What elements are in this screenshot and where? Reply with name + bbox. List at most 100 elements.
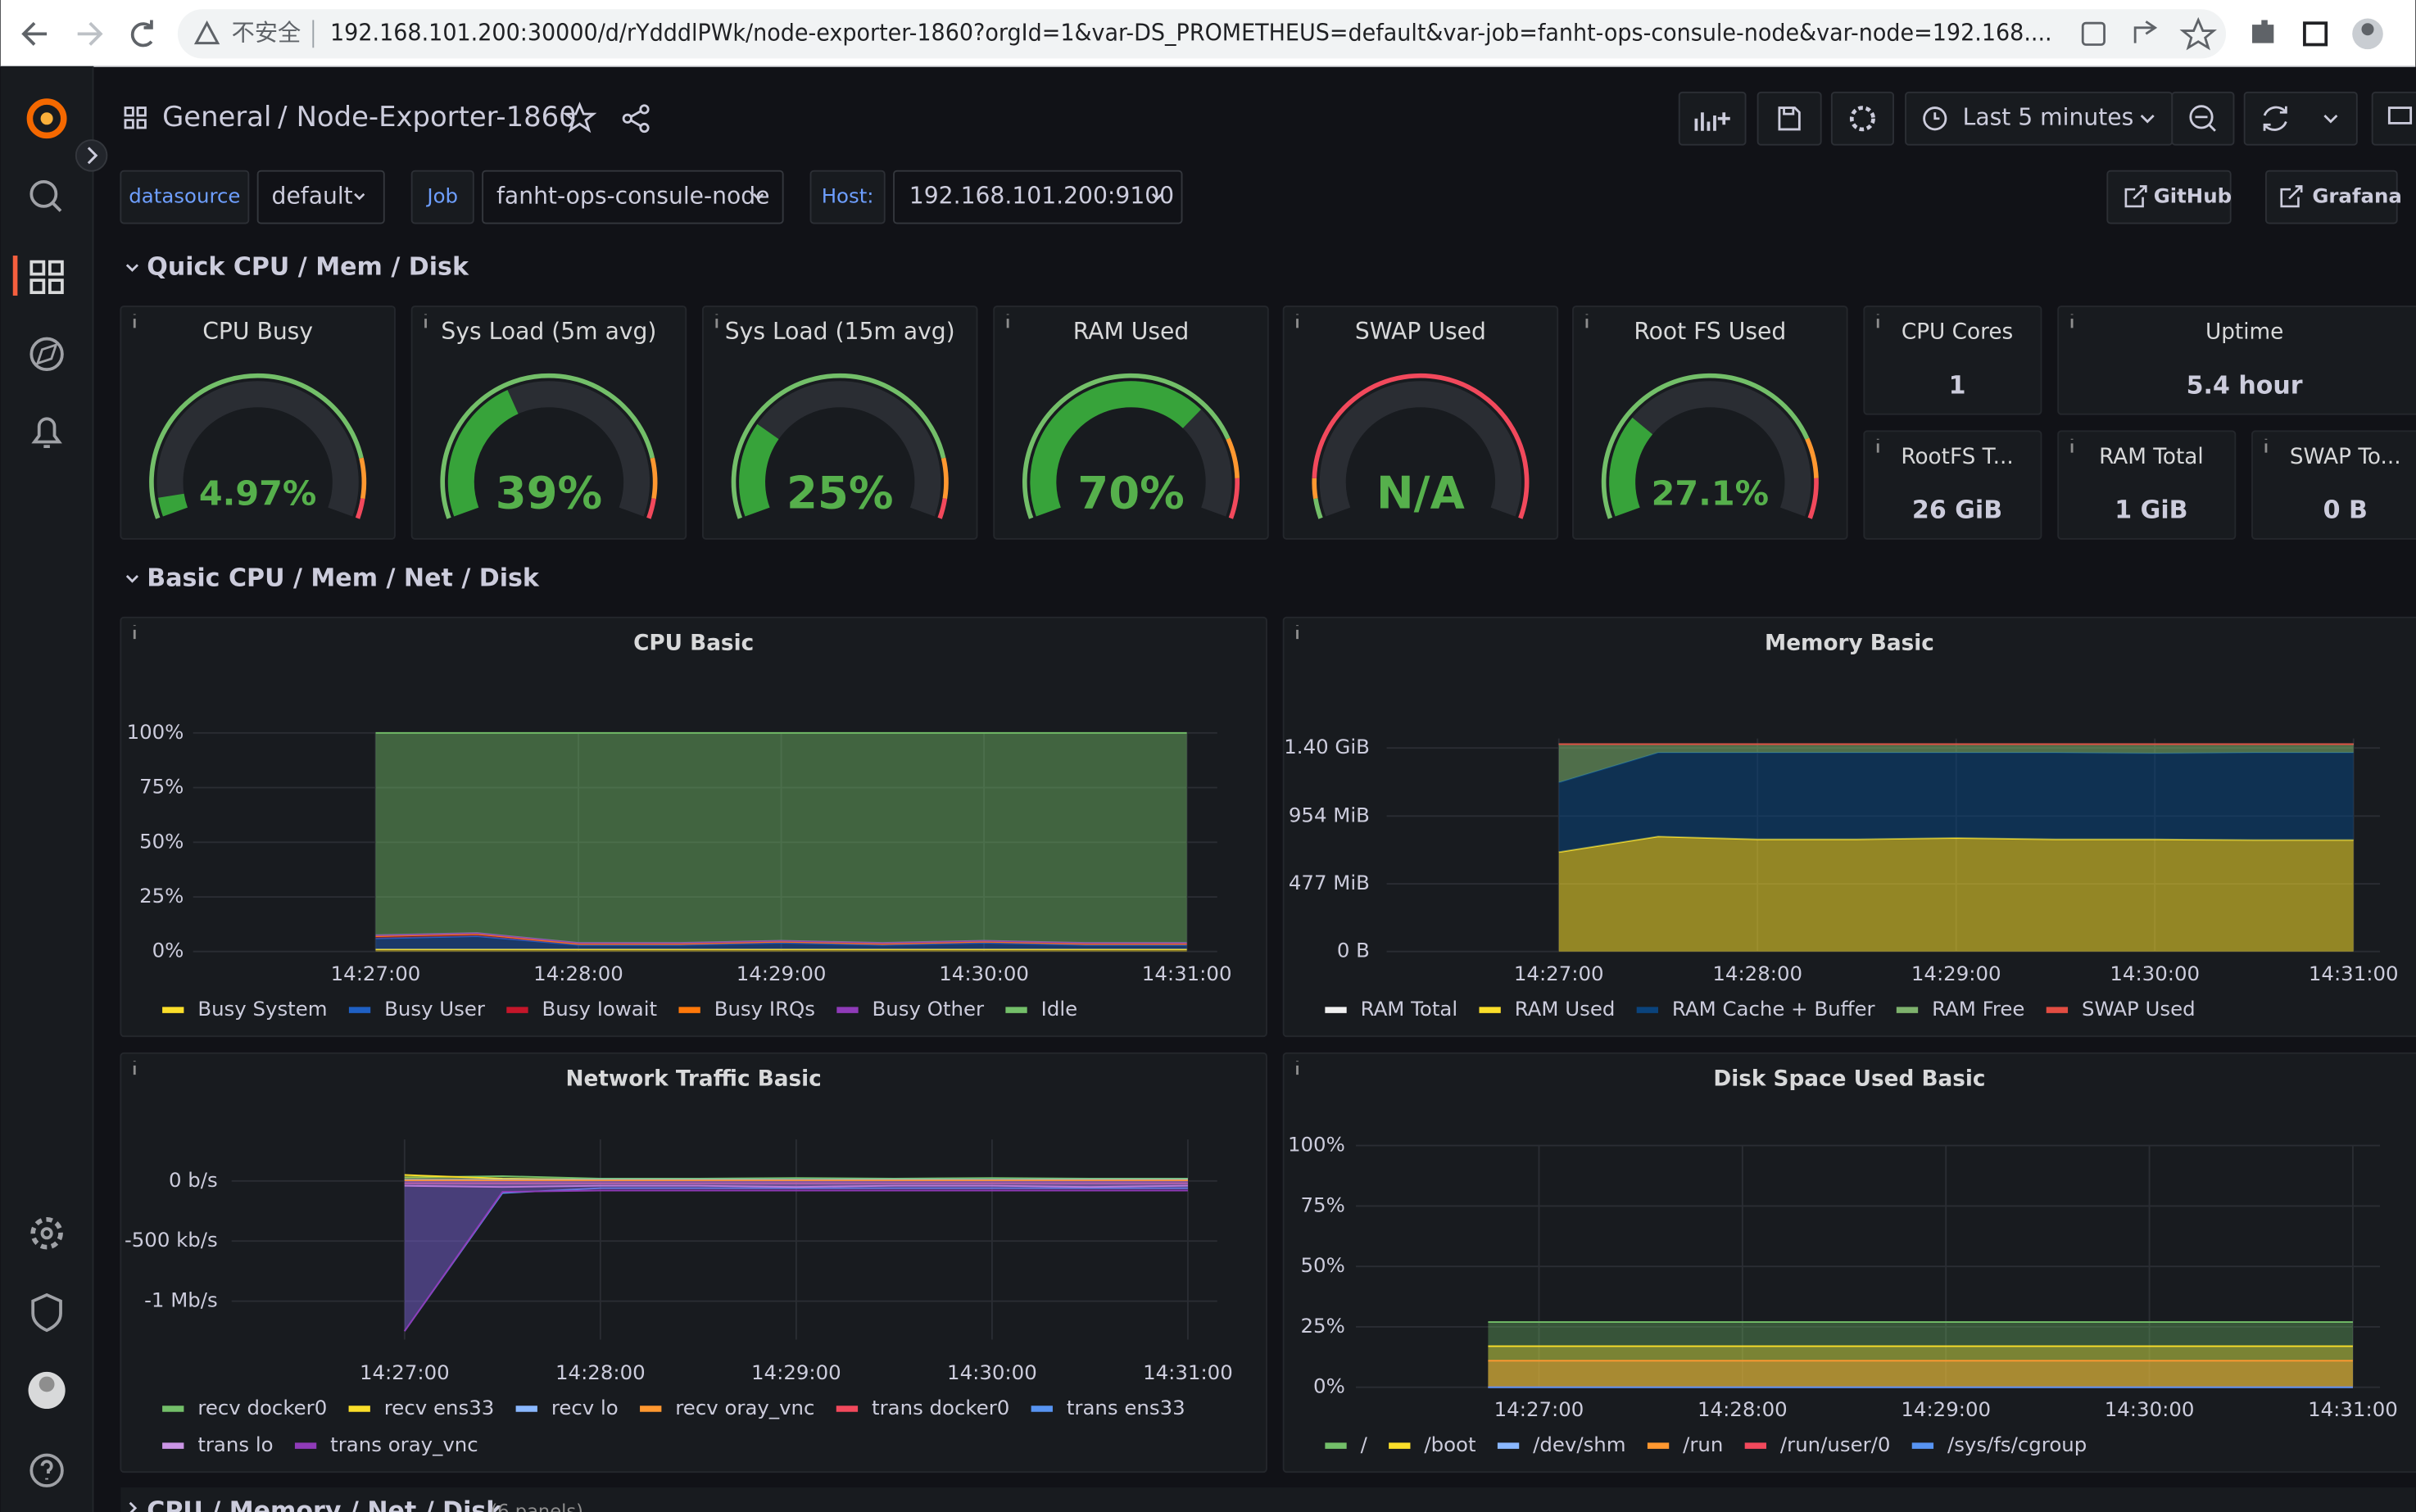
grafana-logo[interactable]: [26, 98, 67, 139]
area-fill: [1488, 1346, 2353, 1388]
settings-icon[interactable]: [30, 1217, 63, 1250]
panel-title: RAM Total: [2099, 445, 2204, 469]
row-chevron[interactable]: [125, 575, 139, 583]
threshold-arc: [149, 373, 364, 519]
refresh-chevron: [2323, 114, 2338, 124]
threshold-arc: [355, 498, 365, 519]
alerting-icon[interactable]: [31, 417, 62, 449]
x-tick-label: 14:31:00: [2308, 1397, 2398, 1421]
stat-value: 5.4 hour: [2187, 371, 2303, 400]
gauge-value: 27.1%: [1652, 473, 1769, 513]
y-tick-label: 75%: [139, 775, 184, 799]
legend-label: recv oray_vnc: [675, 1396, 814, 1419]
area-fill: [1558, 836, 2354, 952]
admin-icon[interactable]: [31, 1292, 62, 1333]
select-chevron: [354, 192, 365, 201]
y-tick-label: 50%: [1301, 1253, 1345, 1277]
zoom-out-button[interactable]: [2171, 91, 2235, 146]
panel: [993, 306, 1269, 540]
x-tick-label: 14:30:00: [2105, 1397, 2195, 1421]
x-tick-label: 14:29:00: [1901, 1397, 1991, 1421]
panel-title: CPU Busy: [202, 318, 313, 345]
tv-mode-button[interactable]: [2371, 91, 2416, 146]
refresh-button[interactable]: [2243, 91, 2358, 146]
legend-label: RAM Used: [1515, 997, 1616, 1021]
search-handle: [52, 201, 62, 212]
row-chevron[interactable]: [125, 264, 139, 272]
threshold-arc: [359, 457, 367, 500]
threshold-arc: [1601, 373, 1810, 519]
variable-value: fanht-ops-consule-node: [496, 183, 770, 210]
help-icon[interactable]: [29, 1453, 64, 1487]
reload-button[interactable]: [130, 20, 153, 48]
back-button[interactable]: [21, 21, 48, 46]
row-title[interactable]: CPU / Memory / Net / Disk: [147, 1497, 503, 1512]
help-mark: [40, 1460, 53, 1480]
grafana-logo-core: [40, 112, 53, 125]
forward-button[interactable]: [77, 21, 103, 46]
stat-value: 26 GiB: [1912, 496, 2002, 525]
avatar-head: [39, 1376, 55, 1392]
dashboard-title: Node-Exporter-1860: [297, 101, 577, 133]
address-bar[interactable]: [177, 9, 2227, 59]
link-button[interactable]: [2265, 170, 2398, 224]
search-icon[interactable]: [29, 179, 58, 208]
y-tick-label: 25%: [139, 884, 184, 908]
x-tick-label: 14:27:00: [1514, 962, 1604, 985]
legend-label: recv docker0: [197, 1396, 327, 1419]
variable-select[interactable]: [482, 170, 784, 224]
y-tick-label: 100%: [127, 720, 184, 744]
legend-label: /dev/shm: [1533, 1433, 1625, 1456]
link-label: GitHub: [2154, 184, 2232, 208]
extensions-icon[interactable]: [2252, 20, 2274, 43]
collapsed-row[interactable]: [120, 1487, 2416, 1512]
y-tick-label: 954 MiB: [1289, 803, 1370, 826]
folder-name[interactable]: General: [162, 101, 271, 133]
legend-label: RAM Cache + Buffer: [1672, 997, 1876, 1021]
time-range: Last 5 minutes: [1963, 104, 2134, 131]
link-button[interactable]: [2106, 170, 2232, 224]
row-title[interactable]: Basic CPU / Mem / Net / Disk: [147, 564, 540, 592]
series-line: [404, 1175, 1188, 1179]
panel: [1282, 1052, 2416, 1474]
translate-icon[interactable]: [2081, 21, 2106, 46]
explore-icon[interactable]: [29, 337, 64, 372]
panel-title: Network Traffic Basic: [566, 1066, 822, 1091]
add-panel-button[interactable]: [1678, 91, 1747, 146]
active-indicator: [12, 256, 18, 296]
settings-button[interactable]: [1830, 91, 1894, 146]
variable-select[interactable]: [256, 170, 385, 224]
dashboard-icon: [124, 106, 147, 129]
x-tick-label: 14:28:00: [555, 1360, 646, 1384]
dashboards-icon[interactable]: [29, 260, 64, 295]
star-button[interactable]: [562, 102, 597, 134]
panel: [120, 1052, 1267, 1474]
variable-select[interactable]: [893, 170, 1183, 224]
zoom-icon: [2189, 105, 2214, 129]
bookmark-icon[interactable]: [2179, 16, 2217, 51]
share-button[interactable]: [622, 104, 650, 134]
panel-title: Uptime: [2205, 320, 2283, 345]
tv-icon: [2387, 106, 2413, 124]
variable-label: Job: [425, 184, 458, 208]
share-icon[interactable]: [2133, 20, 2158, 43]
panel-title: SWAP To...: [2290, 445, 2401, 469]
stat-value: 0 B: [2323, 496, 2368, 525]
y-tick-label: 0%: [152, 939, 184, 962]
save-button[interactable]: [1756, 91, 1822, 146]
gauge-value: N/A: [1376, 466, 1465, 518]
external-link-icon: [2280, 185, 2303, 208]
sidepanel-icon[interactable]: [2303, 21, 2328, 47]
legend-label: trans ens33: [1067, 1396, 1185, 1419]
x-tick-label: 14:27:00: [360, 1360, 450, 1384]
gauge-value-arc: [447, 390, 519, 517]
panel: [1863, 430, 2042, 540]
series-line: [404, 1189, 1188, 1332]
legend-label: /boot: [1424, 1433, 1475, 1456]
gauge-value-arc: [1609, 417, 1653, 517]
legend-label: RAM Total: [1361, 997, 1458, 1021]
row-title[interactable]: Quick CPU / Mem / Disk: [147, 253, 469, 282]
expand-chevron: [87, 147, 98, 165]
expand-button[interactable]: [75, 139, 108, 172]
clock-icon: [1923, 106, 1947, 131]
